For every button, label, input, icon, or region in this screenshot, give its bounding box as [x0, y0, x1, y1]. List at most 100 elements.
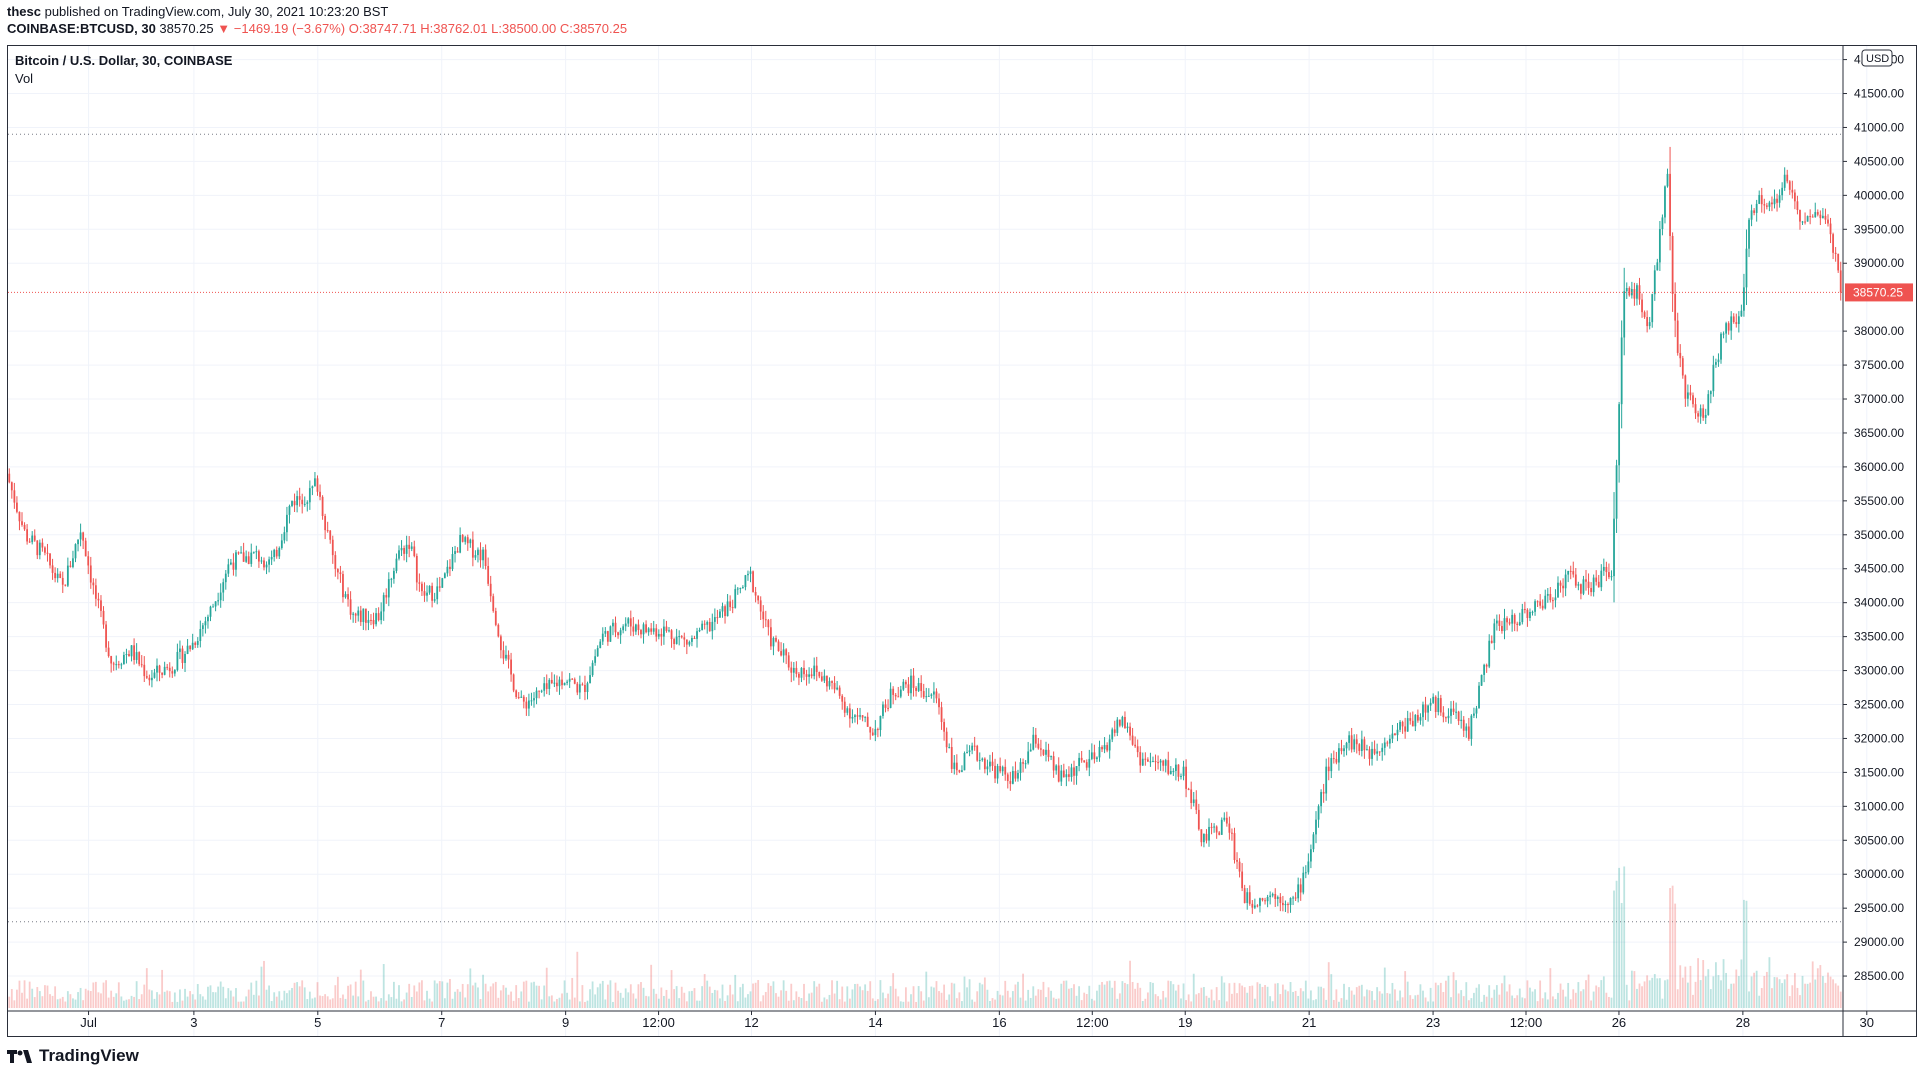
candle-body: [1470, 715, 1473, 739]
volume-bar: [1307, 998, 1310, 1008]
candle-body: [54, 572, 57, 579]
volume-bar: [1745, 900, 1748, 1008]
candle-body: [1623, 291, 1626, 338]
volume-bar: [1656, 978, 1659, 1008]
volume-bar: [237, 1001, 240, 1008]
volume-bar: [1409, 995, 1412, 1008]
volume-bar: [189, 991, 192, 1008]
candle-body: [731, 607, 734, 609]
volume-bar: [1602, 976, 1605, 1008]
candle-body: [759, 600, 762, 612]
candle-body: [1427, 705, 1429, 713]
volume-bar: [1416, 994, 1419, 1008]
candle-body: [1289, 898, 1292, 905]
candle-body: [1776, 198, 1778, 203]
volume-bar: [56, 999, 59, 1008]
volume-bar: [1144, 998, 1147, 1008]
legend-volume[interactable]: Vol: [15, 71, 34, 86]
volume-bar: [331, 998, 334, 1008]
candle-body: [1167, 760, 1170, 774]
candle-body: [1187, 788, 1190, 790]
volume-bar: [349, 984, 352, 1008]
candle-body: [1585, 579, 1587, 582]
candle-body: [242, 552, 245, 562]
volume-bar: [815, 986, 818, 1008]
candle-body: [421, 583, 423, 592]
candle-body: [436, 586, 439, 600]
volume-bar: [1587, 974, 1590, 1008]
candle-body: [49, 553, 51, 566]
volume-bar: [1124, 982, 1126, 1008]
candle-body: [1378, 751, 1381, 753]
volume-bar: [922, 1000, 925, 1008]
volume-bar: [1771, 988, 1773, 1008]
volume-bar: [1215, 987, 1218, 1008]
volume-bar: [33, 997, 36, 1008]
candle-body: [1531, 611, 1534, 613]
candle-body: [530, 700, 533, 702]
volume-bar: [1009, 997, 1012, 1008]
volume-bar: [1450, 997, 1452, 1008]
volume-bar: [1750, 976, 1753, 1008]
candle-body: [247, 556, 250, 564]
candle-body: [1299, 884, 1302, 893]
candle-body: [18, 511, 21, 522]
candle-body: [869, 726, 872, 733]
candle-body: [724, 606, 726, 617]
candle-body: [1829, 223, 1832, 235]
volume-bar: [1271, 1001, 1274, 1008]
volume-bar: [1610, 997, 1613, 1008]
volume-bar: [1253, 998, 1256, 1008]
volume-bar: [887, 993, 889, 1008]
candle-body: [426, 592, 428, 596]
volume-bar: [1638, 983, 1641, 1008]
candle-body: [818, 671, 821, 677]
volume-bar: [1243, 987, 1246, 1008]
volume-bar: [1592, 991, 1595, 1008]
candle-body: [1725, 323, 1728, 334]
volume-bar: [989, 1000, 991, 1008]
quote-price: 38570.25: [159, 21, 214, 36]
candle-body: [1182, 766, 1185, 776]
volume-bar: [1386, 993, 1389, 1008]
price-tick-label: 29500.00: [1854, 901, 1904, 915]
candle-body: [1636, 285, 1638, 299]
volume-bar: [1715, 962, 1717, 1008]
candle-body: [533, 698, 535, 701]
volume-bar: [604, 999, 607, 1008]
candle-body: [1735, 322, 1738, 325]
candle-body: [1546, 593, 1549, 596]
candle-body: [1485, 664, 1488, 667]
author-name[interactable]: thesc: [7, 4, 41, 19]
candle-body: [1024, 763, 1027, 765]
legend-title[interactable]: Bitcoin / U.S. Dollar, 30, COINBASE: [15, 53, 233, 68]
volume-bar: [443, 998, 446, 1008]
candle-body: [1572, 571, 1575, 575]
volume-bar: [599, 983, 602, 1008]
volume-bar: [800, 998, 803, 1008]
candle-body: [492, 596, 495, 612]
candle-body: [1760, 195, 1763, 205]
candle-body: [1070, 767, 1073, 777]
candle-body: [1465, 726, 1468, 731]
volume-bar: [1819, 965, 1822, 1008]
volume-bar: [968, 979, 971, 1008]
candle-body: [66, 565, 69, 586]
volume-bar: [785, 990, 788, 1008]
candle-body: [1498, 620, 1501, 626]
candle-body: [1557, 582, 1559, 598]
candle-body: [933, 691, 935, 695]
volume-bar: [1017, 981, 1019, 1008]
candle-body: [1266, 896, 1269, 902]
volume-bar: [1633, 971, 1636, 1008]
volume-bar: [1353, 994, 1356, 1008]
candle-body: [1816, 212, 1819, 215]
volume-bar: [1029, 997, 1032, 1008]
candle-body: [545, 683, 548, 689]
volume-bar: [701, 986, 704, 1008]
volume-bar: [431, 1001, 434, 1008]
candle-body: [130, 645, 133, 657]
candle-body: [581, 684, 584, 686]
candle-body: [1447, 715, 1450, 719]
